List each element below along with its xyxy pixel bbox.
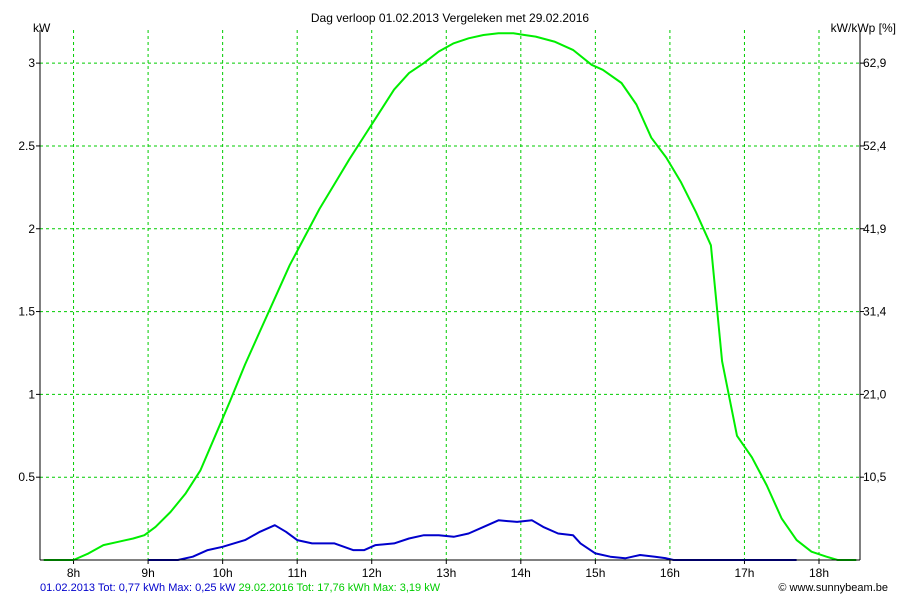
x-tick-label: 18h [809, 566, 829, 580]
y-tick-label-right: 41,9 [863, 222, 887, 236]
x-tick-label: 15h [585, 566, 605, 580]
y-tick-label-left: 1.5 [18, 305, 35, 319]
legend-2016-summary: 29.02.2016 Tot: 17,76 kWh Max: 3,19 kW [238, 582, 441, 594]
x-tick-label: 9h [141, 566, 154, 580]
y-tick-label-left: 2 [28, 222, 35, 236]
y-axis-right-label: kW/kWp [%] [831, 21, 896, 35]
y-tick-label-right: 52,4 [863, 139, 887, 153]
y-tick-label-left: 1 [28, 387, 35, 401]
x-tick-label: 13h [436, 566, 456, 580]
x-tick-label: 16h [660, 566, 680, 580]
legend-2013-summary: 01.02.2013 Tot: 0,77 kWh Max: 0,25 kW [40, 582, 236, 594]
y-tick-label-left: 0.5 [18, 470, 35, 484]
y-tick-label-left: 2.5 [18, 139, 35, 153]
x-tick-label: 12h [362, 566, 382, 580]
y-tick-label-left: 3 [28, 56, 35, 70]
plot-area: 8h 9h 10h 11h 12h 13h 14h 15h 16h 17h 18h 0.5 10,5 1 2… [18, 30, 887, 580]
chart-legend: 01.02.2013 Tot: 0,77 kWh Max: 0,25 kW 29… [40, 582, 440, 594]
y-tick-label-right: 62,9 [863, 56, 887, 70]
x-tick-label: 11h [288, 566, 307, 580]
series-line-29-02-2016 [43, 32, 857, 561]
y-tick-label-right: 10,5 [863, 470, 887, 484]
x-tick-label: 8h [67, 566, 80, 580]
chart-title: Dag verloop 01.02.2013 Vergeleken met 29… [311, 11, 590, 25]
x-tick-label: 14h [511, 566, 531, 580]
x-tick-label: 10h [213, 566, 233, 580]
y-tick-label-right: 21,0 [863, 387, 887, 401]
series-line-01-02-2013 [148, 519, 797, 561]
y-axis-left-label: kW [33, 21, 51, 35]
x-tick-label: 17h [734, 566, 754, 580]
y-tick-label-right: 31,4 [863, 305, 887, 319]
copyright-credit: © www.sunnybeam.be [778, 582, 888, 594]
